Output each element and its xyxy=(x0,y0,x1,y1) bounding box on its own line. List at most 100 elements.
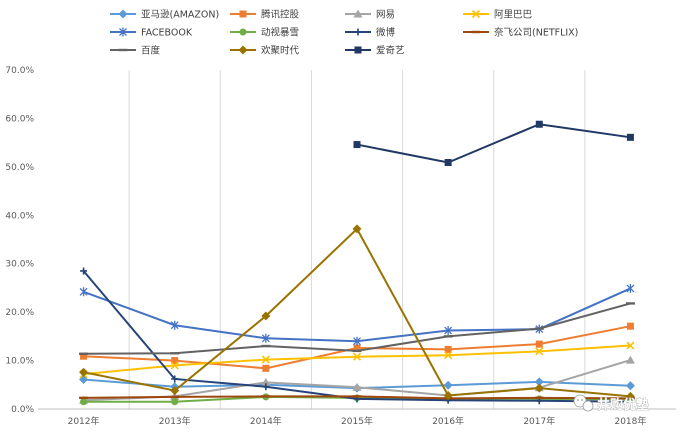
legend-item: 阿里巴巴 xyxy=(463,10,532,21)
data-point xyxy=(261,311,271,321)
series-line xyxy=(80,267,634,406)
data-point xyxy=(118,9,128,19)
x-tick-label: 2016年 xyxy=(432,415,464,427)
data-point xyxy=(261,377,271,386)
legend-item: 腾讯控股 xyxy=(230,9,300,21)
legend-item: FACEBOOK xyxy=(110,27,193,39)
watermark-text: 井购优塾 xyxy=(597,397,649,413)
series-path xyxy=(83,227,631,398)
data-point xyxy=(625,391,635,401)
series-line xyxy=(79,302,635,355)
legend-item: 微博 xyxy=(345,27,396,39)
data-point xyxy=(352,382,362,391)
data-point xyxy=(625,381,635,391)
legend-item: 动视暴雪 xyxy=(230,27,299,39)
series-line xyxy=(79,224,635,401)
legend-item: 百度 xyxy=(110,45,161,57)
data-point xyxy=(353,336,361,346)
series-line xyxy=(80,322,634,372)
legend-item: 爱奇艺 xyxy=(345,45,405,57)
data-point xyxy=(443,390,453,400)
data-point xyxy=(79,287,88,297)
data-point xyxy=(534,383,544,393)
data-point xyxy=(625,355,635,364)
y-tick-label: 30.0% xyxy=(5,260,34,270)
data-point xyxy=(238,45,248,55)
x-tick-label: 2014年 xyxy=(250,415,282,427)
data-point xyxy=(535,340,543,348)
legend-item: 欢聚时代 xyxy=(230,45,300,57)
series-path xyxy=(83,287,631,343)
data-point xyxy=(443,380,453,390)
legend-label: 动视暴雪 xyxy=(261,27,299,39)
data-point xyxy=(170,320,179,330)
data-point xyxy=(80,352,88,360)
watermark: 井购优塾 xyxy=(573,394,649,413)
legend-item: 网易 xyxy=(345,9,395,21)
data-point xyxy=(170,386,180,396)
x-axis-ticks: 2012年 2013年 2014年 2015年 2016年 2017年 2018年 xyxy=(68,415,647,427)
data-point xyxy=(535,120,543,128)
data-point xyxy=(626,322,634,330)
legend-item: 亚马逊(AMAZON) xyxy=(110,9,219,21)
data-point xyxy=(626,283,635,293)
wechat-icon xyxy=(573,394,594,412)
x-tick-label: 2013年 xyxy=(159,415,191,427)
legend-item: 奈飞公司(NETFLIX) xyxy=(463,27,578,39)
series-line xyxy=(79,283,635,346)
data-point xyxy=(353,344,361,352)
legend: 亚马逊(AMAZON) 腾讯控股 网易 阿里巴巴 FACEBOOK 动视暴雪 微博 奈飞公司(… xyxy=(110,9,578,57)
legend-label: 亚马逊(AMAZON) xyxy=(141,10,219,21)
legend-label: 奈飞公司(NETFLIX) xyxy=(494,27,578,39)
data-point xyxy=(353,9,363,18)
data-point xyxy=(444,326,453,336)
y-tick-label: 40.0% xyxy=(5,211,34,221)
y-tick-label: 70.0% xyxy=(5,66,34,76)
legend-label: 阿里巴巴 xyxy=(494,10,532,21)
legend-label: 百度 xyxy=(141,45,161,57)
data-point xyxy=(471,9,481,19)
legend-label: 腾讯控股 xyxy=(261,9,300,21)
data-point xyxy=(80,398,88,406)
series-line xyxy=(353,120,634,166)
data-point xyxy=(353,141,361,149)
data-point xyxy=(119,27,127,37)
y-axis-ticks: 0.0% 10.0% 20.0% 30.0% 40.0% 50.0% 60.0% 70.0% xyxy=(5,66,34,415)
legend-label: 爱奇艺 xyxy=(376,45,405,57)
data-point xyxy=(534,377,544,387)
y-tick-label: 50.0% xyxy=(5,163,34,173)
data-point xyxy=(626,341,635,350)
legend-label: FACEBOOK xyxy=(141,28,193,39)
data-point xyxy=(239,10,247,18)
y-tick-label: 0.0% xyxy=(11,405,34,415)
x-tick-label: 2015年 xyxy=(341,415,373,427)
data-point xyxy=(261,333,270,343)
data-point xyxy=(262,364,270,372)
data-point xyxy=(352,224,362,234)
data-point xyxy=(535,347,544,356)
y-tick-label: 20.0% xyxy=(5,308,34,318)
data-point xyxy=(626,133,634,141)
series-group xyxy=(79,120,635,406)
data-point xyxy=(239,28,247,36)
data-point xyxy=(171,398,179,406)
data-point xyxy=(261,355,270,364)
legend-label: 欢聚时代 xyxy=(261,45,300,57)
data-point xyxy=(80,267,88,275)
legend-label: 微博 xyxy=(376,27,396,39)
y-tick-label: 10.0% xyxy=(5,357,34,367)
series-line xyxy=(79,341,635,379)
data-point xyxy=(444,351,453,360)
data-point xyxy=(444,158,452,166)
y-tick-label: 60.0% xyxy=(5,114,34,124)
data-point xyxy=(354,28,362,36)
gridlines xyxy=(128,70,586,409)
x-tick-label: 2012年 xyxy=(68,415,100,427)
data-point xyxy=(352,352,362,361)
data-point xyxy=(444,345,452,353)
data-point xyxy=(171,375,179,383)
data-point xyxy=(170,361,179,370)
data-point xyxy=(171,357,179,365)
x-tick-label: 2018年 xyxy=(614,415,646,427)
